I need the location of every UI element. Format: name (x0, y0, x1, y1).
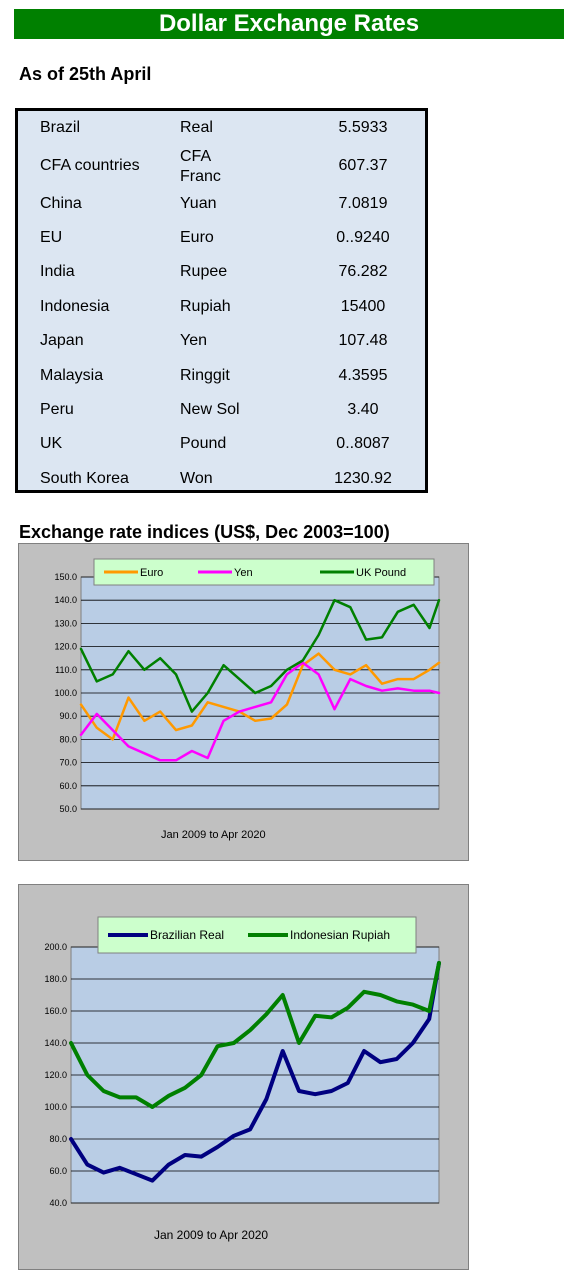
country-name: India (40, 263, 75, 280)
series-line-brazilian-real (69, 961, 441, 1183)
y-tick-label: 80.0 (49, 1134, 67, 1144)
legend-label: Euro (140, 567, 163, 579)
y-tick-label: 150.0 (54, 572, 77, 582)
y-tick-label: 100.0 (54, 688, 77, 698)
currency-name: Won (180, 470, 213, 487)
indices-section-title: Exchange rate indices (US$, Dec 2003=100… (19, 522, 390, 542)
currency-name: CFA Franc (180, 148, 221, 185)
series-line-euro (79, 652, 441, 741)
legend-label: UK Pound (356, 567, 406, 579)
exchange-rate-table: Brazil Real 5.5933 CFA countries CFA Franc 60… (15, 108, 428, 493)
legend-label: Brazilian Real (150, 928, 224, 942)
indices-chart-svg: 150.0 140.0 130.0 120.0 110.0 100.0 90.0 80.0 70… (54, 558, 441, 841)
series-line-yen (79, 661, 441, 762)
y-tick-label: 50.0 (59, 804, 77, 814)
real-rupiah-chart: 200.0 180.0 160.0 140.0 120.0 100.0 80.0 60.0 40… (18, 884, 469, 1270)
y-tick-label: 110.0 (55, 665, 77, 675)
rate-value: 76.282 (338, 263, 388, 280)
currency-name: Pound (180, 435, 227, 452)
y-tick-label: 90.0 (59, 711, 77, 721)
currency-name: New Sol (180, 401, 240, 418)
country-name: UK (40, 435, 63, 452)
y-tick-label: 180.0 (44, 974, 67, 984)
y-tick-label: 60.0 (49, 1166, 67, 1176)
rate-value: 7.0819 (338, 195, 388, 212)
currency-name: Rupee (180, 263, 228, 280)
indices-chart: 150.0 140.0 130.0 120.0 110.0 100.0 90.0 80.0 70… (18, 543, 469, 861)
country-name: Japan (40, 332, 84, 349)
currency-name: Rupiah (180, 298, 231, 315)
y-tick-label: 40.0 (49, 1198, 67, 1208)
currency-name: Euro (180, 229, 214, 246)
currency-name: Yen (180, 332, 207, 349)
series-line-indonesian-rupiah (69, 961, 441, 1109)
y-tick-label: 100.0 (44, 1102, 67, 1112)
y-tick-label: 200.0 (44, 942, 67, 952)
real-rupiah-chart-svg: 200.0 180.0 160.0 140.0 120.0 100.0 80.0 60.0 40… (44, 916, 441, 1242)
country-name: CFA countries (40, 157, 140, 174)
legend-label: Indonesian Rupiah (290, 928, 390, 942)
y-tick-label: 80.0 (59, 734, 77, 744)
country-name: South Korea (40, 470, 129, 487)
currency-name: Yuan (180, 195, 217, 212)
currency-name: Ringgit (180, 367, 230, 384)
currency-name: Real (180, 119, 213, 136)
country-name: China (40, 195, 82, 212)
as-of-date: As of 25th April (19, 64, 152, 84)
x-axis-label: Jan 2009 to Apr 2020 (161, 829, 266, 841)
rate-value: 607.37 (338, 157, 388, 174)
legend-label: Yen (234, 567, 253, 579)
rate-value: 15400 (340, 298, 386, 315)
y-tick-label: 60.0 (59, 781, 77, 791)
y-tick-label: 140.0 (54, 595, 77, 605)
country-name: EU (40, 229, 63, 246)
rate-value: 1230.92 (334, 470, 392, 487)
rate-value: 4.3595 (338, 367, 388, 384)
rate-value: 107.48 (338, 332, 388, 349)
country-name: Indonesia (40, 298, 110, 315)
page-title: Dollar Exchange Rates (14, 9, 564, 39)
y-tick-label: 70.0 (59, 758, 77, 768)
country-name: Malaysia (40, 367, 104, 384)
series-line-uk-pound (79, 598, 441, 713)
rate-value: 5.5933 (338, 119, 388, 136)
x-axis-label: Jan 2009 to Apr 2020 (154, 1228, 268, 1242)
country-name: Peru (40, 401, 74, 418)
y-tick-label: 130.0 (54, 618, 77, 628)
y-tick-label: 120.0 (54, 642, 77, 652)
y-tick-label: 160.0 (44, 1006, 67, 1016)
y-tick-label: 140.0 (44, 1038, 67, 1048)
rate-value: 0..8087 (336, 435, 390, 452)
country-name: Brazil (40, 119, 81, 136)
rate-value: 3.40 (347, 401, 379, 418)
rate-value: 0..9240 (336, 229, 390, 246)
legend-box (93, 558, 435, 586)
y-tick-label: 120.0 (44, 1070, 67, 1080)
